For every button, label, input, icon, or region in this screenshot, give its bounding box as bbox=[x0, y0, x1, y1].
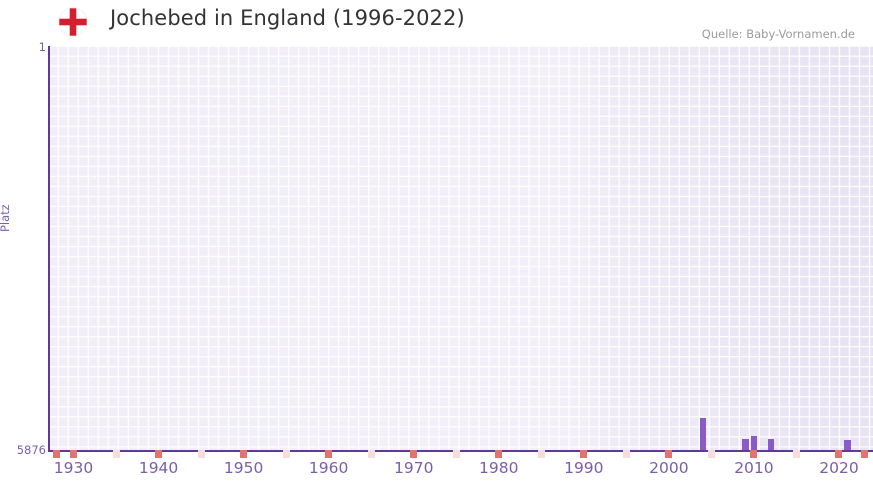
bar bbox=[767, 439, 775, 450]
x-axis-tick-major bbox=[325, 450, 333, 458]
x-axis-tick-major bbox=[835, 450, 843, 458]
england-flag-icon bbox=[58, 7, 88, 37]
x-axis-tick-major bbox=[580, 450, 588, 458]
bar bbox=[750, 436, 758, 450]
page-title: Jochebed in England (1996-2022) bbox=[110, 6, 465, 30]
x-axis-tick-minor bbox=[197, 450, 205, 458]
x-axis-label: 1940 bbox=[138, 459, 179, 477]
x-axis-label: 2010 bbox=[734, 459, 774, 477]
x-axis-tick-major bbox=[155, 450, 163, 458]
x-axis-label: 2000 bbox=[649, 459, 689, 477]
x-axis-tick-minor bbox=[367, 450, 375, 458]
x-axis-line bbox=[48, 450, 873, 452]
x-axis-tick-major bbox=[750, 450, 758, 458]
y-axis-tick-bottom: 5876 bbox=[16, 443, 46, 457]
source-note: Quelle: Baby-Vornamen.de bbox=[701, 27, 855, 41]
x-axis-tick-major bbox=[495, 450, 503, 458]
x-axis-tick-minor bbox=[622, 450, 630, 458]
bar bbox=[844, 440, 851, 450]
y-axis-tick-top: 1 bbox=[38, 40, 46, 54]
x-axis-tick-minor bbox=[707, 450, 715, 458]
y-axis-label: Platz bbox=[0, 204, 12, 232]
bar bbox=[699, 418, 707, 450]
x-axis-ticks bbox=[48, 450, 873, 458]
x-axis-tick-major bbox=[240, 450, 248, 458]
x-axis-label: 1970 bbox=[393, 459, 434, 477]
bar bbox=[742, 439, 749, 450]
x-axis-tick-major bbox=[410, 450, 418, 458]
plot-area bbox=[48, 46, 873, 452]
x-axis-tick-edge bbox=[860, 450, 868, 458]
bar-series bbox=[48, 46, 873, 450]
x-axis-tick-minor bbox=[282, 450, 290, 458]
y-axis-line bbox=[48, 46, 50, 450]
x-axis-label: 1980 bbox=[479, 459, 519, 477]
x-axis-tick-minor bbox=[112, 450, 120, 458]
x-axis-tick-major bbox=[665, 450, 673, 458]
x-axis-label: 1930 bbox=[53, 459, 94, 477]
x-axis-labels: 1930 1940 1950 1960 1970 1980 1990 2000 2010 2020 bbox=[0, 459, 873, 485]
plot-grid bbox=[48, 46, 873, 450]
x-axis-tick-edge bbox=[53, 450, 60, 458]
x-axis-tick-minor bbox=[537, 450, 545, 458]
x-axis-label: 1990 bbox=[564, 459, 604, 477]
x-axis-tick-minor bbox=[792, 450, 800, 458]
x-axis-tick-major bbox=[70, 450, 77, 458]
x-axis-label: 2020 bbox=[819, 459, 859, 477]
chart-header: Jochebed in England (1996-2022) Quelle: … bbox=[0, 0, 873, 44]
x-axis-label: 1960 bbox=[308, 459, 349, 477]
x-axis-label: 1950 bbox=[223, 459, 264, 477]
x-axis-tick-minor bbox=[452, 450, 460, 458]
